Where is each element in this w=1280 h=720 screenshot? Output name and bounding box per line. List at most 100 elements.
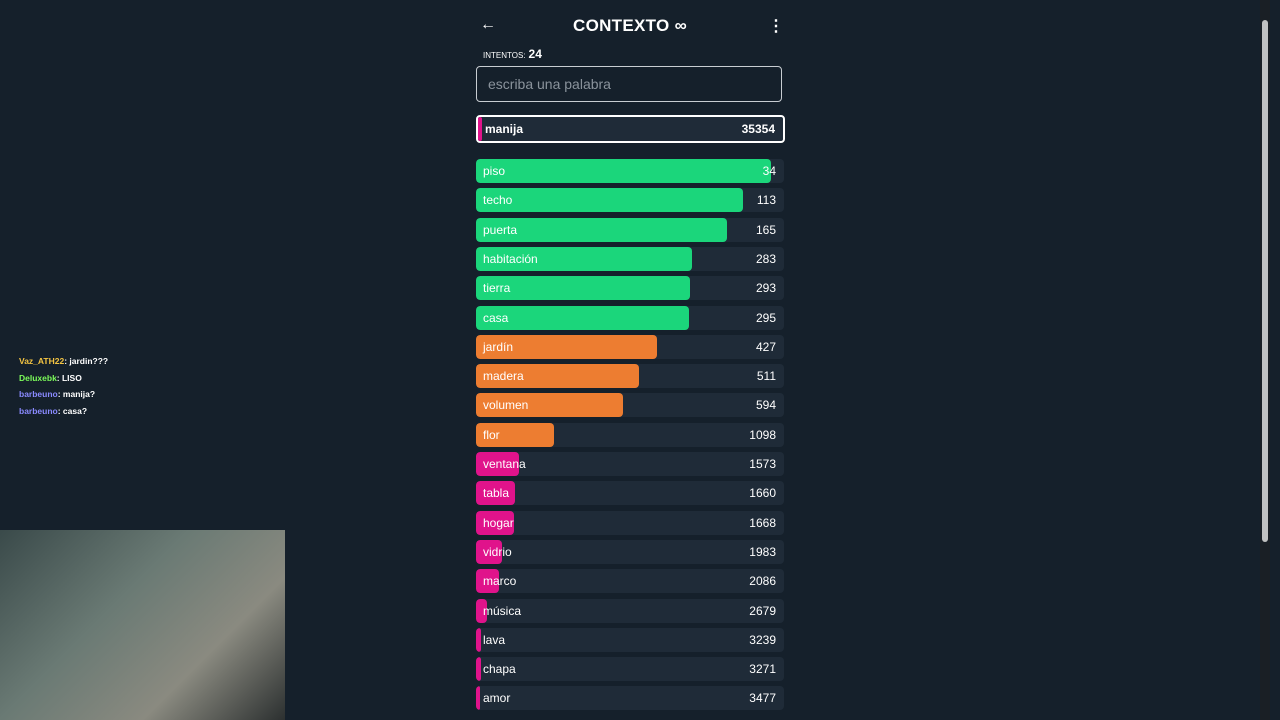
guess-word: casa — [483, 310, 509, 325]
guess-bar — [476, 452, 520, 476]
guess-row: techo 113 — [476, 188, 784, 213]
guess-word: vidrio — [483, 544, 512, 559]
guess-rank: 3239 — [749, 632, 776, 647]
guess-word: tabla — [483, 486, 510, 501]
guess-bar — [476, 598, 487, 623]
last-guess: manija 35354 — [476, 115, 785, 143]
guess-bar — [476, 422, 555, 447]
guess-row: chapa 3271 — [476, 657, 784, 682]
guess-word: amor — [483, 691, 511, 706]
guess-row: piso 34 — [476, 159, 784, 183]
guess-row: puerta 165 — [476, 217, 784, 242]
guess-word: jardín — [483, 339, 514, 354]
attempts-label: INTENTOS: — [483, 51, 526, 60]
guess-rank: 427 — [755, 339, 776, 354]
guess-rank: 3271 — [749, 662, 776, 677]
scrollbar-thumb[interactable] — [1262, 20, 1268, 542]
guess-word: hogar — [483, 515, 514, 530]
guess-bar — [476, 364, 639, 389]
last-guess-bar — [478, 117, 482, 141]
guess-word: madera — [483, 369, 524, 384]
app-title: CONTEXTO ∞ — [573, 16, 687, 35]
guess-rank: 1573 — [749, 457, 776, 471]
back-button[interactable]: ← — [480, 16, 496, 33]
guess-rank: 283 — [755, 251, 776, 266]
guess-bar — [476, 393, 623, 418]
guess-word: flor — [483, 427, 500, 442]
last-guess-rank: 35354 — [741, 122, 775, 136]
guess-word: techo — [483, 193, 513, 208]
guess-bar — [476, 481, 515, 506]
guess-bar — [476, 217, 727, 242]
chat-message: Deluxebk: LISO — [19, 373, 82, 383]
chat-text: : LISO — [56, 372, 82, 383]
chat-user: barbeuno — [19, 389, 58, 400]
guess-word: chapa — [483, 662, 516, 677]
guess-bar — [476, 276, 690, 301]
guess-row: casa 295 — [476, 305, 784, 330]
guess-word: marco — [483, 574, 517, 589]
guess-rank: 295 — [755, 310, 776, 325]
guess-bar — [476, 188, 744, 213]
guess-rank: 2679 — [749, 603, 776, 618]
guess-rank: 1983 — [749, 544, 776, 559]
guess-word: música — [483, 603, 522, 618]
guess-bar — [476, 510, 515, 535]
guess-word: lava — [483, 632, 506, 647]
attempts: INTENTOS: 24 — [483, 47, 542, 61]
menu-button[interactable]: ⋮ — [768, 18, 784, 35]
webcam-overlay — [0, 530, 285, 720]
guess-row: ventana 1573 — [476, 452, 784, 476]
guess-row: marco 2086 — [476, 569, 784, 594]
guess-row: música 2679 — [476, 598, 784, 623]
guess-bar — [476, 686, 480, 711]
chat-text: : jardin??? — [64, 356, 109, 366]
guess-bar — [476, 569, 499, 594]
guess-row: amor 3477 — [476, 686, 784, 711]
guess-row: volumen 594 — [476, 393, 784, 418]
guess-rank: 594 — [755, 398, 776, 413]
guess-word: tierra — [483, 281, 511, 296]
guess-word: habitación — [483, 251, 538, 266]
chat-text: : casa? — [57, 405, 88, 416]
word-input[interactable]: escriba una palabra — [476, 66, 782, 102]
guess-rank: 165 — [755, 222, 776, 237]
guess-row: vidrio 1983 — [476, 539, 784, 564]
guess-bar — [476, 539, 502, 564]
chat-message: Vaz_ATH22: jardin??? — [19, 356, 108, 366]
guess-word: piso — [483, 164, 506, 178]
guess-word: puerta — [483, 222, 518, 237]
last-guess-word: manija — [485, 122, 524, 136]
guess-row: tabla 1660 — [476, 481, 784, 506]
guess-bar — [476, 627, 482, 652]
guess-row: flor 1098 — [476, 422, 784, 447]
guess-row: lava 3239 — [476, 627, 784, 652]
guess-rank: 1668 — [749, 515, 776, 530]
guess-word: ventana — [483, 457, 526, 471]
title-text: CONTEXTO — [573, 16, 670, 35]
guess-rank: 1098 — [749, 427, 776, 442]
guess-rank: 34 — [762, 164, 776, 178]
guess-rank: 113 — [756, 193, 776, 208]
guess-rank: 293 — [755, 281, 776, 296]
chat-message: barbeuno: casa? — [19, 406, 87, 416]
guess-rank: 2086 — [749, 574, 776, 589]
chat-user: Vaz_ATH22 — [19, 356, 65, 366]
guess-bar — [476, 657, 482, 682]
attempts-count: 24 — [528, 47, 542, 61]
guess-row: hogar 1668 — [476, 510, 784, 535]
guess-bar — [476, 159, 772, 183]
chat-text: : manija? — [57, 389, 96, 400]
guess-row: tierra 293 — [476, 276, 784, 301]
guess-rank: 511 — [756, 369, 776, 384]
guess-row: habitación 283 — [476, 246, 784, 271]
guess-bar — [476, 246, 693, 271]
chat-user: barbeuno — [19, 405, 58, 416]
chat-message: barbeuno: manija? — [19, 389, 95, 399]
guess-bar — [476, 305, 689, 330]
guess-row: jardín 427 — [476, 334, 784, 359]
guess-word: volumen — [483, 398, 529, 413]
guess-row: madera 511 — [476, 364, 784, 389]
guess-rank: 3477 — [749, 691, 776, 706]
